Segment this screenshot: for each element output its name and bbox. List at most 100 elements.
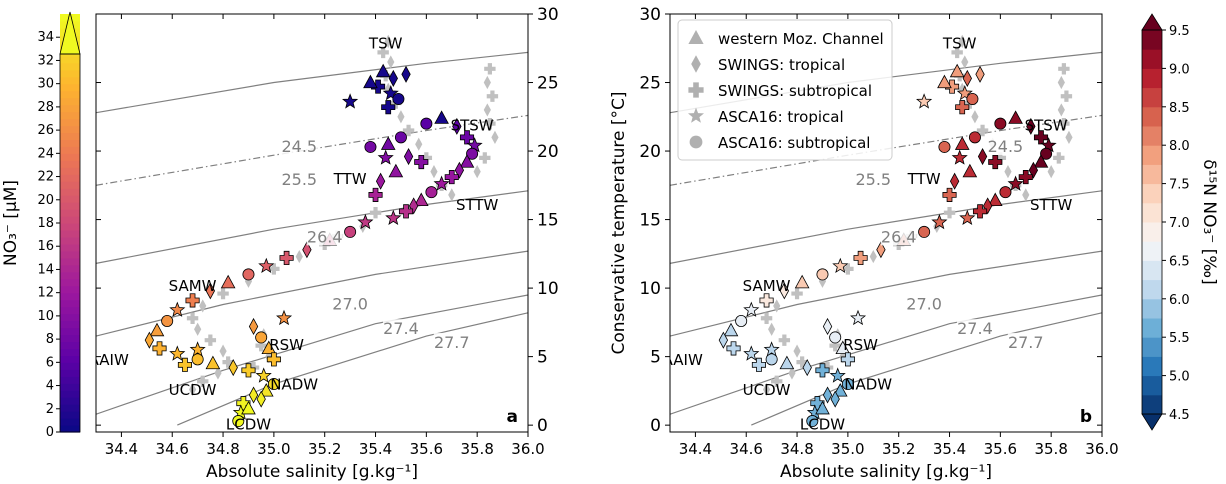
- colorbar-tick-label: 8.0: [1169, 139, 1190, 154]
- colorbar-segment: [60, 139, 80, 147]
- data-point: [917, 94, 931, 107]
- colorbar-segment: [60, 265, 80, 273]
- data-point: [976, 67, 984, 82]
- y-tick-label: 20: [537, 142, 559, 162]
- colorbar-segment: [60, 146, 80, 154]
- colorbar-tick-label: 9.0: [1169, 62, 1190, 77]
- data-point: [760, 294, 773, 307]
- y-tick-label: 30: [639, 5, 661, 25]
- colorbar-segment: [60, 202, 80, 210]
- colorbar-tick-label: 16: [37, 239, 54, 254]
- colorbar-label: NO₃⁻ [μM]: [1, 180, 21, 266]
- data-point: [162, 315, 173, 326]
- water-mass-label: LCDW: [226, 415, 271, 433]
- y-tick-label: 15: [639, 211, 661, 231]
- x-tick-label: 35.4: [933, 440, 966, 458]
- y-axis-label: Conservative temperature [°C]: [609, 91, 629, 354]
- colorbar-tick-label: 6: [46, 355, 54, 370]
- data-point: [170, 303, 184, 316]
- grey-point: [217, 288, 228, 299]
- x-axis-label: Absolute salinity [g.kg⁻¹]: [780, 462, 992, 482]
- colorbar-segment: [1142, 30, 1162, 50]
- colorbar-tick-label: 7.0: [1169, 216, 1190, 231]
- data-point: [960, 211, 974, 224]
- x-tick-label: 34.4: [105, 440, 138, 458]
- data-point: [257, 369, 271, 382]
- panel-a: 24.5 25.5 26.4 27.0 27.4 27.7 TSW STSW TTW STTW SA…: [1, 5, 559, 482]
- colorbar-segment: [60, 293, 80, 301]
- colorbar-extend-bottom: [1142, 414, 1162, 430]
- colorbar-segment: [60, 174, 80, 182]
- data-point: [939, 141, 950, 152]
- data-point: [780, 356, 793, 368]
- data-point: [963, 71, 971, 86]
- colorbar-segment: [60, 125, 80, 133]
- colorbar-segment: [60, 369, 80, 377]
- data-point: [943, 188, 956, 201]
- colorbar-segment: [60, 390, 80, 398]
- data-point: [206, 356, 219, 368]
- colorbar-segment: [1142, 107, 1162, 127]
- colorbar-segment: [60, 181, 80, 189]
- x-tick-label: 34.6: [156, 440, 189, 458]
- colorbar-segment: [60, 279, 80, 287]
- colorbar-segment: [60, 230, 80, 238]
- colorbar-segment: [1142, 280, 1162, 300]
- colorbar-segment: [60, 258, 80, 266]
- x-tick-label: 35.8: [460, 440, 493, 458]
- x-tick-label: 35.2: [308, 440, 341, 458]
- grey-point: [961, 55, 968, 68]
- x-tick-label: 34.8: [780, 440, 813, 458]
- colorbar-segment: [60, 153, 80, 161]
- data-point: [736, 315, 747, 326]
- colorbar-segment: [60, 223, 80, 231]
- colorbar-tick-label: 6.5: [1169, 254, 1190, 269]
- colorbar-tick-label: 0: [46, 425, 54, 440]
- colorbar-segment: [60, 77, 80, 85]
- colorbar-segment: [60, 91, 80, 99]
- legend-marker: [690, 136, 703, 149]
- colorbar-tick-label: 28: [37, 100, 54, 115]
- colorbar-segment: [60, 328, 80, 336]
- data-point: [752, 358, 765, 371]
- colorbar-tick-label: 12: [37, 286, 54, 301]
- water-mass-label: NADW: [270, 376, 318, 394]
- colorbar-segment: [60, 272, 80, 280]
- colorbar-segment: [60, 397, 80, 405]
- colorbar-segment: [60, 188, 80, 196]
- colorbar-segment: [1142, 241, 1162, 261]
- colorbar-segment: [60, 355, 80, 363]
- legend-label: SWINGS: subtropical: [718, 82, 872, 100]
- density-label: 27.0: [906, 295, 942, 314]
- colorbar-segment: [60, 425, 80, 433]
- grey-point: [870, 250, 877, 263]
- colorbar-segment: [60, 286, 80, 294]
- colorbar-tick-label: 4.5: [1169, 408, 1190, 423]
- density-label: 24.5: [281, 137, 317, 156]
- water-mass-label: AAIW: [663, 351, 703, 369]
- colorbar-segment: [60, 383, 80, 391]
- grey-point: [219, 345, 226, 358]
- x-tick-label: 35.6: [410, 440, 443, 458]
- data-point: [823, 319, 831, 334]
- colorbar-segment: [1142, 145, 1162, 165]
- grey-point: [370, 207, 381, 218]
- density-label: 26.4: [307, 227, 343, 246]
- data-point: [364, 76, 377, 88]
- legend-label: western Moz. Channel: [718, 30, 884, 48]
- colorbar-tick-label: 32: [37, 53, 54, 68]
- data-point: [830, 332, 841, 343]
- grey-point: [415, 138, 422, 151]
- grey-point: [768, 323, 775, 336]
- data-point: [256, 332, 267, 343]
- colorbar-segment: [60, 376, 80, 384]
- colorbar-segment: [1142, 376, 1162, 396]
- colorbar-tick-label: 7.5: [1169, 178, 1190, 193]
- colorbar-tick-label: 9.5: [1169, 24, 1190, 39]
- data-point: [956, 137, 969, 149]
- grey-point: [1058, 63, 1069, 74]
- x-tick-label: 35.0: [831, 440, 864, 458]
- colorbar-tick-label: 5.5: [1169, 331, 1190, 346]
- data-point: [969, 132, 980, 143]
- colorbar-segment: [60, 119, 80, 127]
